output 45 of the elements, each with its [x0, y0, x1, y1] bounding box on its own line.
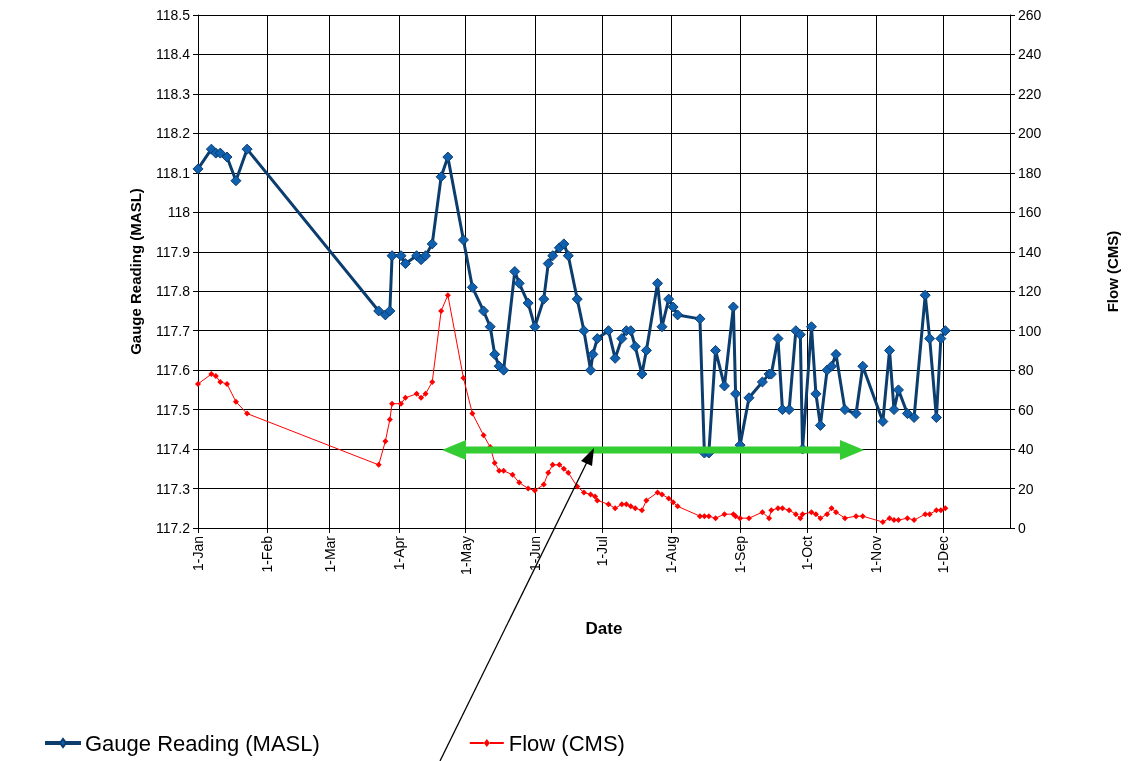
y2-tick-label: 200 [1018, 125, 1042, 142]
y2-tick-label: 260 [1018, 7, 1042, 23]
y2-tick-label: 220 [1018, 85, 1042, 102]
y-tick-label: 117.2 [156, 520, 191, 536]
y-tick-label: 117.5 [156, 401, 191, 418]
x-tick-label: 1-Jan [190, 536, 206, 572]
x-tick-label: 1-Mar [321, 535, 338, 573]
y-tick-label: 117.6 [156, 362, 191, 379]
x-tick-label: 1-Dec [935, 536, 952, 574]
x-tick-label: 1-Jul [593, 536, 610, 567]
y-tick-label: 117.4 [156, 441, 191, 458]
x-tick-label: 1-Sep [732, 535, 749, 574]
y-tick-label: 117.8 [156, 283, 191, 300]
x-axis-title: Date [585, 619, 623, 638]
y-tick-label: 118 [167, 204, 191, 221]
y-tick-label: 118.5 [156, 7, 191, 23]
y2-tick-label: 20 [1018, 480, 1034, 497]
y-tick-label: 117.7 [156, 322, 191, 339]
y2-tick-label: 40 [1018, 441, 1034, 458]
y2-tick-label: 80 [1018, 362, 1034, 379]
y2-tick-label: 180 [1018, 164, 1042, 181]
y2-tick-label: 0 [1018, 520, 1026, 536]
y-tick-label: 118.3 [156, 85, 191, 102]
x-tick-label: 1-Apr [390, 535, 407, 571]
x-tick-label: 1-Feb [259, 535, 276, 573]
y-axis-title: Gauge Reading (MASL) [127, 188, 144, 355]
y2-tick-label: 60 [1018, 401, 1034, 418]
legend-label: Flow (CMS) [508, 730, 625, 756]
y-tick-label: 117.9 [156, 243, 191, 260]
legend-label: Gauge Reading (MASL) [85, 730, 320, 756]
x-tick-label: 1-May [457, 536, 474, 575]
y2-tick-label: 100 [1018, 322, 1042, 339]
y2-axis-title: Flow (CMS) [1104, 230, 1121, 313]
y-tick-label: 118.2 [156, 125, 191, 142]
x-tick-label: 1-Oct [799, 535, 815, 571]
y2-tick-label: 120 [1018, 283, 1042, 300]
x-tick-label: 1-Aug [662, 536, 679, 574]
y-tick-label: 118.4 [156, 46, 191, 63]
x-tick-label: 1-Nov [868, 536, 885, 574]
y2-tick-label: 240 [1018, 46, 1042, 63]
y-tick-label: 117.3 [156, 480, 191, 497]
y2-tick-label: 160 [1018, 204, 1042, 221]
y-tick-label: 118.1 [156, 164, 191, 181]
y2-tick-label: 140 [1018, 243, 1042, 260]
x-tick-label: 1-Jun [526, 536, 543, 572]
